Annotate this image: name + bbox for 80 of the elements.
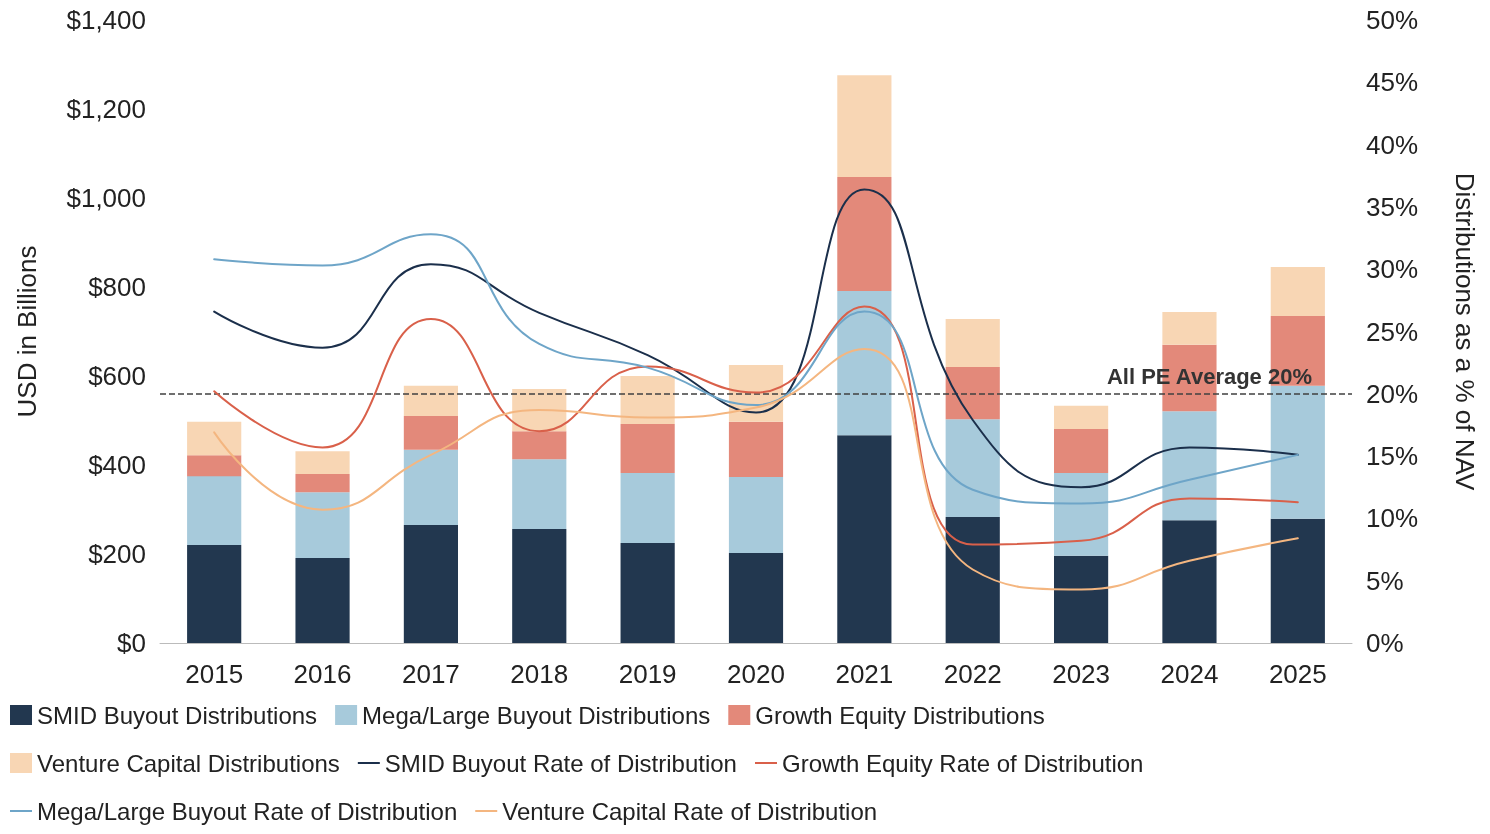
y2-tick-label: 50%: [1366, 5, 1419, 35]
legend-label: Growth Equity Rate of Distribution: [781, 749, 1144, 777]
y-tick-label: $200: [88, 539, 146, 569]
y-tick-label: $1,000: [66, 183, 146, 213]
bar: [512, 529, 567, 643]
legend-label: Venture Capital Rate of Distribution: [502, 797, 878, 825]
bar: [837, 291, 892, 436]
y-tick-label: $1,400: [66, 5, 146, 35]
x-tick-label: 2021: [835, 659, 894, 689]
y2-tick-label: 20%: [1366, 378, 1419, 409]
bar: [187, 476, 242, 546]
y2-tick-label: 30%: [1366, 254, 1419, 285]
bar: [1054, 473, 1109, 556]
bar: [187, 545, 242, 643]
y-axis-title: USD in Billions: [12, 245, 42, 418]
bar: [1162, 311, 1217, 345]
bar: [620, 542, 675, 643]
bar: [1054, 428, 1109, 474]
legend-label: Mega/Large Buyout Distributions: [362, 701, 711, 729]
bar: [295, 492, 350, 559]
x-tick-label: 2018: [510, 659, 569, 689]
y-tick-label: $0: [117, 628, 146, 658]
bar: [945, 517, 1000, 643]
y2-tick-label: 45%: [1366, 67, 1419, 98]
bar: [837, 435, 892, 643]
x-tick-label: 2023: [1052, 659, 1111, 689]
bar: [1270, 385, 1325, 519]
x-tick-label: 2017: [401, 659, 460, 689]
bar: [1162, 411, 1217, 521]
bar: [728, 477, 784, 554]
x-tick-label: 2016: [293, 659, 352, 689]
y2-tick-label: 15%: [1366, 441, 1419, 472]
y2-tick-label: 35%: [1366, 191, 1419, 222]
x-tick-label: 2024: [1160, 659, 1219, 689]
legend-label: Growth Equity Distributions: [755, 701, 1045, 729]
y2-tick-label: 25%: [1366, 316, 1419, 347]
bar: [512, 459, 567, 530]
bar: [295, 558, 350, 643]
bar: [728, 553, 784, 643]
bar: [403, 416, 458, 450]
bar: [620, 473, 675, 543]
x-tick-label: 2015: [185, 659, 244, 689]
bar: [1054, 405, 1109, 429]
legend-label: SMID Buyout Distributions: [37, 701, 318, 729]
y-tick-label: $600: [88, 361, 146, 391]
y-tick-label: $400: [88, 450, 146, 480]
y-tick-label: $800: [88, 272, 146, 302]
y2-tick-label: 40%: [1366, 129, 1419, 160]
y2-tick-label: 5%: [1366, 565, 1404, 596]
bar: [945, 419, 1000, 518]
x-tick-label: 2025: [1268, 659, 1327, 689]
bar: [403, 449, 458, 526]
bar: [1270, 518, 1325, 643]
bar: [945, 367, 1000, 420]
bar: [512, 431, 567, 460]
y2-axis-title: Distributions as a % of NAV: [1450, 172, 1480, 491]
y2-tick-label: 0%: [1366, 628, 1404, 658]
bar: [620, 376, 675, 425]
bar: [1054, 555, 1109, 643]
x-tick-label: 2020: [727, 659, 785, 689]
bar: [403, 385, 458, 417]
bar: [837, 177, 892, 292]
y2-tick-label: 10%: [1366, 503, 1419, 534]
bar: [728, 421, 784, 478]
legend-label: Venture Capital Distributions: [37, 749, 340, 777]
x-tick-label: 2022: [943, 659, 1002, 689]
y-tick-label: $1,200: [66, 94, 146, 124]
x-tick-label: 2019: [618, 659, 677, 689]
legend-label: Mega/Large Buyout Rate of Distribution: [37, 797, 458, 825]
bar: [187, 421, 242, 456]
bar: [1270, 266, 1325, 316]
bar: [945, 319, 1000, 368]
legend-label: SMID Buyout Rate of Distribution: [384, 749, 737, 777]
bar: [295, 473, 350, 493]
bar: [295, 451, 350, 474]
bar: [1162, 520, 1217, 643]
bar: [837, 75, 892, 178]
bar: [620, 424, 675, 474]
bar: [403, 525, 458, 643]
bar: [187, 455, 242, 477]
